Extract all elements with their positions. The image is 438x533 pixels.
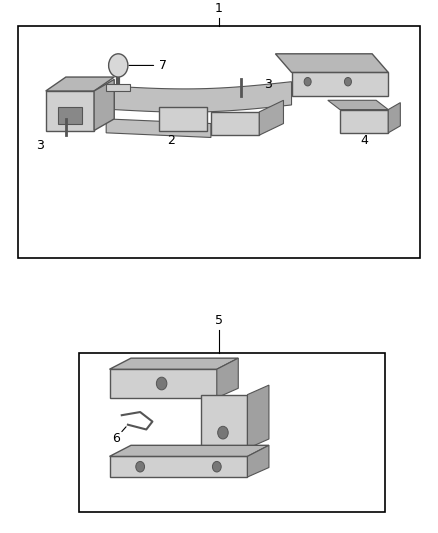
Polygon shape: [110, 358, 238, 369]
Bar: [18, 26, 420, 259]
Text: 3: 3: [36, 139, 44, 152]
Circle shape: [109, 54, 128, 77]
Polygon shape: [114, 82, 292, 112]
Polygon shape: [201, 394, 247, 448]
Polygon shape: [247, 385, 269, 448]
Polygon shape: [110, 456, 247, 477]
Polygon shape: [217, 358, 238, 398]
Polygon shape: [58, 107, 82, 124]
Circle shape: [136, 462, 145, 472]
Circle shape: [344, 77, 351, 86]
Polygon shape: [247, 445, 269, 477]
Polygon shape: [388, 103, 400, 133]
Bar: [79, 353, 385, 512]
Text: 1: 1: [215, 2, 223, 15]
Polygon shape: [46, 91, 94, 131]
Polygon shape: [328, 100, 388, 110]
Polygon shape: [259, 100, 283, 135]
Circle shape: [156, 377, 167, 390]
Polygon shape: [110, 445, 269, 456]
Polygon shape: [94, 79, 114, 131]
Polygon shape: [292, 72, 388, 95]
Polygon shape: [110, 369, 217, 398]
Text: 4: 4: [360, 134, 368, 147]
Polygon shape: [106, 84, 131, 91]
Circle shape: [218, 426, 228, 439]
Polygon shape: [159, 107, 207, 131]
Text: 3: 3: [264, 78, 272, 91]
Circle shape: [304, 77, 311, 86]
Polygon shape: [340, 110, 388, 133]
Text: 6: 6: [112, 432, 120, 446]
Text: 7: 7: [159, 59, 166, 72]
Polygon shape: [106, 119, 211, 138]
Polygon shape: [276, 54, 388, 72]
Polygon shape: [46, 77, 114, 91]
Circle shape: [212, 462, 221, 472]
Text: 2: 2: [167, 134, 175, 147]
Text: 5: 5: [215, 314, 223, 327]
Polygon shape: [211, 112, 259, 135]
